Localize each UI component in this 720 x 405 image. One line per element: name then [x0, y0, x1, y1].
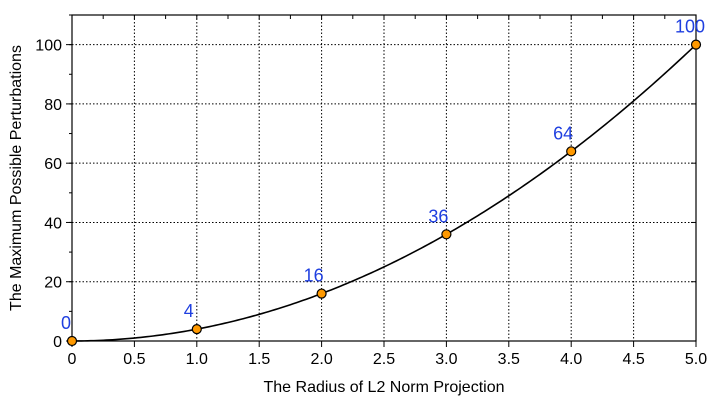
y-tick-label: 20 [44, 275, 62, 292]
data-point [316, 288, 327, 299]
x-tick-label: 5.0 [685, 351, 707, 368]
data-point [690, 39, 702, 50]
data-point [191, 324, 202, 335]
x-tick-label: 0 [68, 351, 77, 368]
data-label: 4 [184, 301, 194, 321]
x-tick-label: 2.5 [373, 351, 395, 368]
y-axis-title: The Maximum Possible Perturbations [8, 45, 25, 311]
x-tick-label: 0.5 [123, 351, 145, 368]
data-label: 0 [61, 313, 71, 333]
series-line [71, 44, 697, 342]
y-tick-label: 40 [44, 215, 62, 232]
data-label: 100 [675, 17, 705, 37]
x-tick-label: 1.5 [248, 351, 270, 368]
y-tick-label: 60 [44, 156, 62, 173]
y-tick-label: 100 [35, 38, 62, 55]
data-labels: 0 4 16 36 64 100 [61, 17, 705, 333]
data-label: 16 [304, 266, 324, 286]
y-tick-label: 80 [44, 97, 62, 114]
x-tick-label: 4.0 [560, 351, 582, 368]
data-point [66, 335, 78, 347]
data-point [441, 229, 452, 240]
data-label: 36 [428, 206, 448, 226]
data-points [66, 39, 702, 347]
data-label: 64 [553, 123, 573, 143]
x-tick-label: 4.5 [622, 351, 644, 368]
x-tick-label: 2.0 [310, 351, 332, 368]
x-axis-title: The Radius of L2 Norm Projection [264, 379, 505, 396]
x-tick-label: 3.0 [435, 351, 457, 368]
x-axis-ticks: 0 0.5 1.0 1.5 2.0 2.5 3.0 3.5 4.0 4.5 5.0 [68, 15, 707, 368]
x-tick-label: 1.0 [186, 351, 208, 368]
data-point [566, 146, 577, 157]
grid-lines [72, 15, 696, 341]
x-tick-label: 3.5 [498, 351, 520, 368]
y-tick-label: 0 [53, 334, 62, 351]
